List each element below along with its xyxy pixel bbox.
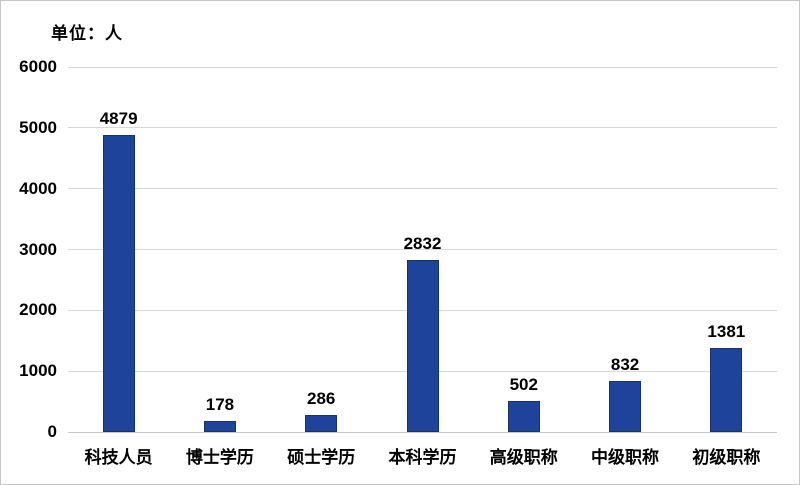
x-axis: 科技人员 博士学历 硕士学历 本科学历 高级职称 中级职称 初级职称 <box>68 443 777 468</box>
y-tick-label: 4000 <box>19 178 57 198</box>
bar-value-label: 286 <box>307 388 336 408</box>
x-category-label: 博士学历 <box>185 448 254 467</box>
x-category-label: 硕士学历 <box>287 448 356 467</box>
bar <box>609 381 642 432</box>
bar <box>305 414 338 432</box>
x-category-label: 中级职称 <box>591 448 660 467</box>
bar-value-label: 4879 <box>99 109 138 129</box>
bar <box>102 135 135 432</box>
y-tick-label: 1000 <box>19 361 57 381</box>
y-axis: 0 1000 2000 3000 4000 5000 6000 <box>1 58 57 441</box>
y-tick-label: 0 <box>47 422 57 441</box>
gridline <box>68 127 777 129</box>
x-category-label: 本科学历 <box>388 448 457 467</box>
x-category-label: 科技人员 <box>84 448 153 467</box>
x-category-label: 初级职称 <box>692 448 761 467</box>
y-tick-label: 6000 <box>19 57 57 76</box>
bar <box>507 401 540 432</box>
bar-value-label: 1381 <box>707 322 746 341</box>
bar-value-label: 178 <box>205 395 235 415</box>
bar <box>710 348 743 432</box>
bar <box>406 259 439 432</box>
bar-value-label: 832 <box>610 355 640 375</box>
x-category-label: 高级职称 <box>489 448 558 467</box>
plot-area: 4879 178 286 2832 502 832 1381 <box>68 66 777 433</box>
gridline <box>68 249 777 250</box>
x-axis-baseline <box>68 431 777 433</box>
y-tick-label: 3000 <box>19 239 57 259</box>
bar-value-label: 2832 <box>403 233 442 253</box>
bar <box>203 421 236 432</box>
gridline <box>68 188 777 190</box>
y-tick-label: 2000 <box>19 300 57 320</box>
gridline <box>68 66 777 68</box>
y-tick-label: 5000 <box>19 117 57 137</box>
chart-unit-label: 单位：人 <box>51 24 123 43</box>
bar-value-label: 502 <box>509 375 538 395</box>
